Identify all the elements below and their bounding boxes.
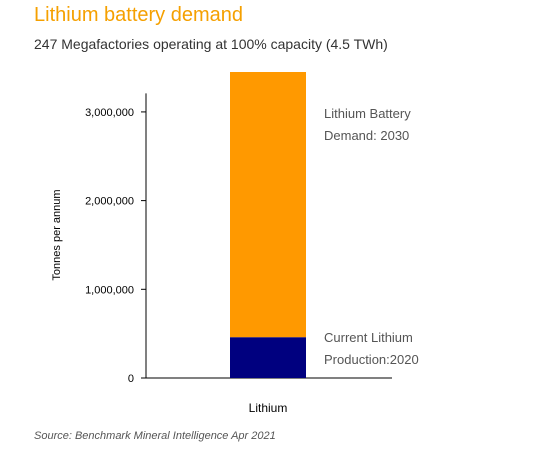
x-category-label: Lithium	[249, 401, 288, 415]
annotation-demand-2030: Demand: 2030	[324, 128, 409, 143]
y-tick-label: 2,000,000	[85, 196, 134, 208]
y-axis-label: Tonnes per annum	[51, 189, 63, 280]
y-tick-label: 1,000,000	[85, 284, 134, 296]
bar-production-2020	[230, 337, 306, 378]
chart-subtitle: 247 Megafactories operating at 100% capa…	[34, 36, 388, 52]
chart-title: Lithium battery demand	[34, 4, 244, 26]
source-note: Source: Benchmark Mineral Intelligence A…	[34, 430, 276, 442]
annotation-production-2020: Production:2020	[324, 352, 419, 367]
annotation-demand-2030: Lithium Battery	[324, 106, 411, 121]
annotation-production-2020: Current Lithium	[324, 330, 413, 345]
y-tick-label: 3,000,000	[85, 107, 134, 119]
y-tick-label: 0	[128, 373, 134, 385]
bar-demand-2030	[230, 72, 306, 338]
